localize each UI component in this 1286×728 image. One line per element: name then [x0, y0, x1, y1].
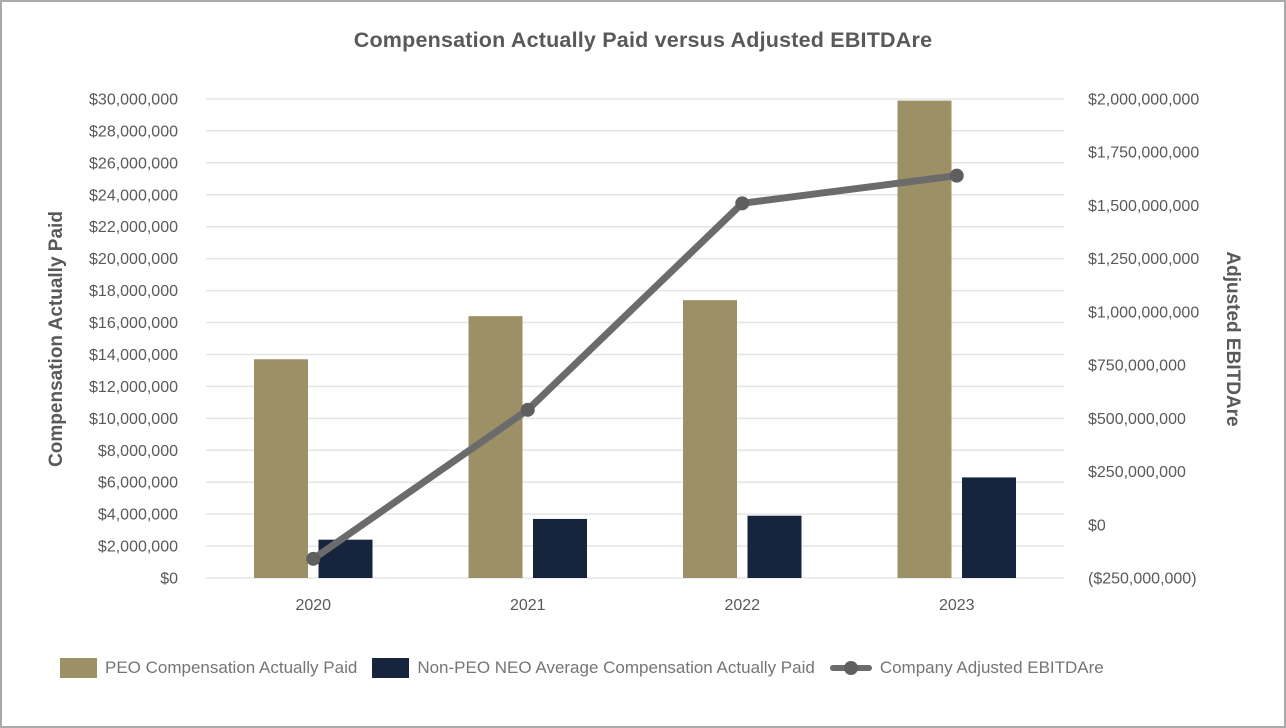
x-axis-labels: 2020 2021 2022 2023 [295, 597, 974, 614]
svg-text:$0: $0 [160, 571, 178, 588]
svg-text:$2,000,000: $2,000,000 [98, 539, 178, 556]
svg-text:2023: 2023 [939, 597, 975, 614]
legend-item-ebitdare: Company Adjusted EBITDAre [829, 658, 1104, 678]
left-axis-ticks: $0 $2,000,000 $4,000,000 $6,000,000 $8,000,0… [89, 92, 178, 588]
svg-text:$24,000,000: $24,000,000 [89, 187, 178, 204]
svg-text:2022: 2022 [724, 597, 760, 614]
line-series [306, 168, 964, 566]
legend-label-peo: PEO Compensation Actually Paid [105, 658, 358, 677]
right-axis-ticks: ($250,000,000) $0 $250,000,000 $500,000,000… [1088, 92, 1199, 588]
svg-text:2020: 2020 [295, 597, 331, 614]
legend-label-ebitdare: Company Adjusted EBITDAre [879, 658, 1104, 677]
svg-text:$750,000,000: $750,000,000 [1088, 358, 1186, 375]
legend-label-non-peo: Non-PEO NEO Average Compensation Actuall… [417, 658, 815, 677]
line-marker [306, 551, 321, 566]
svg-text:$1,000,000,000: $1,000,000,000 [1088, 304, 1199, 321]
svg-text:$1,750,000,000: $1,750,000,000 [1088, 145, 1199, 162]
bar [962, 477, 1016, 578]
svg-text:$10,000,000: $10,000,000 [89, 411, 178, 428]
svg-text:$6,000,000: $6,000,000 [98, 475, 178, 492]
line-marker [949, 168, 964, 183]
svg-text:$20,000,000: $20,000,000 [89, 251, 178, 268]
legend-item-non-peo: Non-PEO NEO Average Compensation Actuall… [372, 658, 815, 678]
svg-text:2021: 2021 [510, 597, 546, 614]
svg-text:$12,000,000: $12,000,000 [89, 379, 178, 396]
svg-text:($250,000,000): ($250,000,000) [1088, 571, 1197, 588]
bar [254, 359, 308, 578]
chart-title: Compensation Actually Paid versus Adjust… [353, 28, 933, 52]
svg-text:$8,000,000: $8,000,000 [98, 443, 178, 460]
line-marker [735, 196, 750, 211]
bar-series-1 [318, 477, 1016, 578]
svg-text:$28,000,000: $28,000,000 [89, 123, 178, 140]
svg-text:$30,000,000: $30,000,000 [89, 92, 178, 109]
legend-item-peo: PEO Compensation Actually Paid [60, 658, 357, 678]
svg-text:$14,000,000: $14,000,000 [89, 347, 178, 364]
svg-text:$4,000,000: $4,000,000 [98, 507, 178, 524]
svg-text:$26,000,000: $26,000,000 [89, 155, 178, 172]
bar [747, 515, 802, 578]
line-marker-swatch-icon [829, 659, 872, 677]
svg-text:$22,000,000: $22,000,000 [89, 219, 178, 236]
non-peo-bar-swatch-icon [372, 658, 410, 678]
peo-bar-swatch-icon [60, 658, 97, 678]
svg-text:$1,500,000,000: $1,500,000,000 [1088, 198, 1199, 215]
svg-text:$16,000,000: $16,000,000 [89, 315, 178, 332]
bar [683, 300, 737, 578]
svg-text:$1,250,000,000: $1,250,000,000 [1088, 251, 1199, 268]
line-marker [520, 402, 535, 417]
svg-text:$2,000,000,000: $2,000,000,000 [1088, 92, 1199, 109]
bar [533, 518, 587, 578]
bar [897, 100, 952, 578]
svg-text:$18,000,000: $18,000,000 [89, 283, 178, 300]
svg-text:$0: $0 [1088, 517, 1106, 534]
legend: PEO Compensation Actually Paid Non-PEO N… [60, 658, 1104, 678]
svg-text:$250,000,000: $250,000,000 [1088, 464, 1186, 481]
svg-text:$500,000,000: $500,000,000 [1088, 411, 1186, 428]
